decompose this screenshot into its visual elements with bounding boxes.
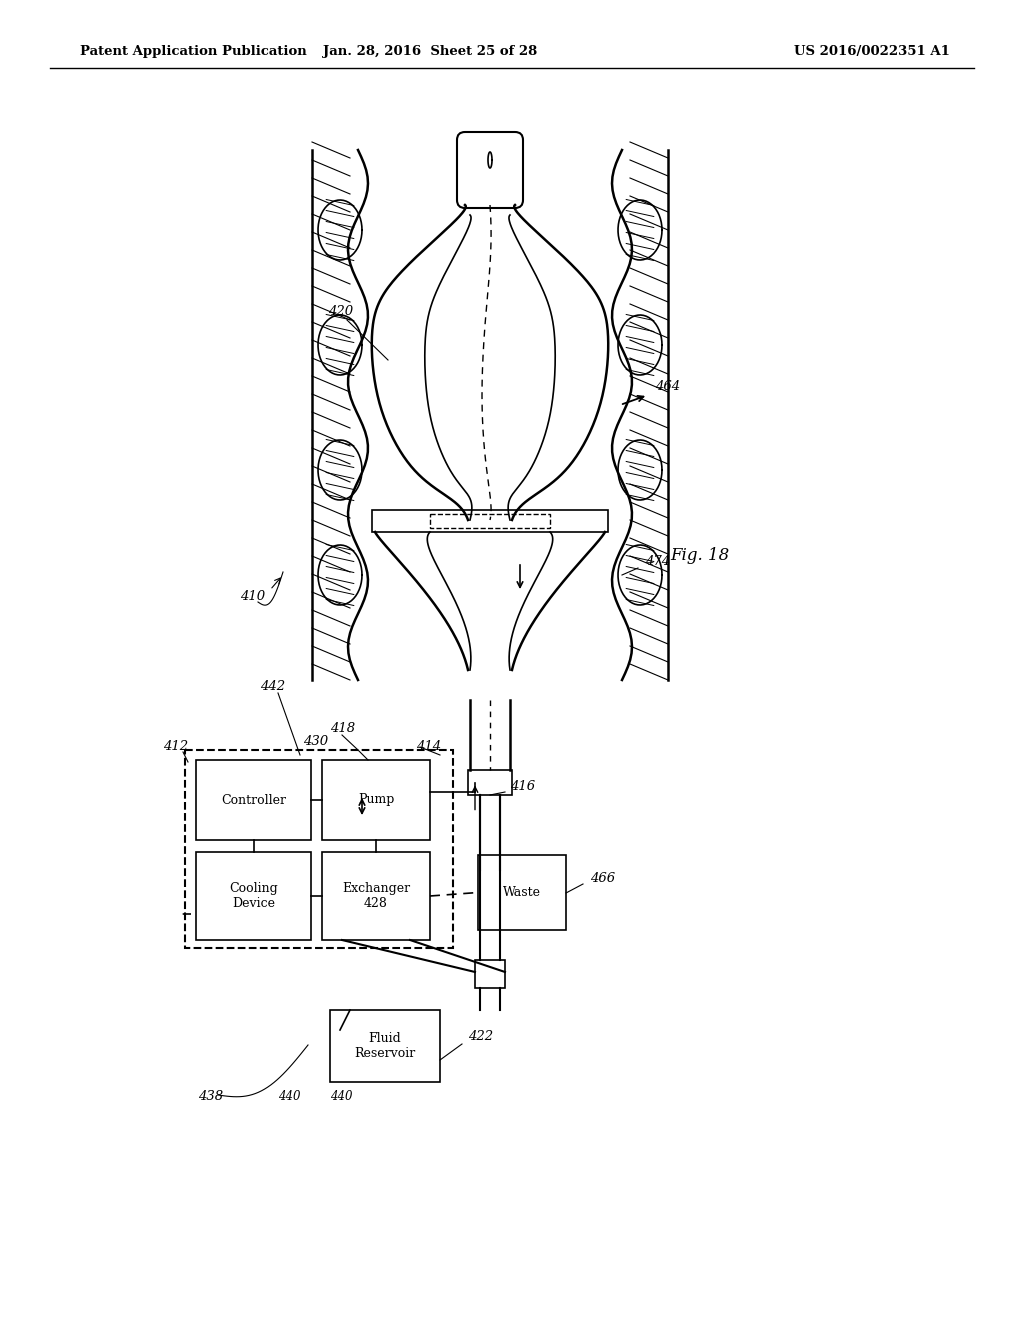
Bar bbox=[478, 855, 566, 931]
Text: 410: 410 bbox=[240, 590, 265, 603]
Text: Patent Application Publication: Patent Application Publication bbox=[80, 45, 307, 58]
Text: 442: 442 bbox=[260, 680, 285, 693]
Text: US 2016/0022351 A1: US 2016/0022351 A1 bbox=[795, 45, 950, 58]
Text: Fluid
Reservoir: Fluid Reservoir bbox=[354, 1032, 416, 1060]
Text: Fig. 18: Fig. 18 bbox=[671, 546, 730, 564]
Text: 438: 438 bbox=[198, 1090, 223, 1104]
Text: 416: 416 bbox=[510, 780, 536, 793]
Text: 474: 474 bbox=[645, 554, 670, 568]
Text: 418: 418 bbox=[330, 722, 355, 735]
Bar bbox=[468, 770, 512, 795]
Bar bbox=[330, 1010, 440, 1082]
Bar bbox=[322, 851, 430, 940]
Text: 440: 440 bbox=[278, 1090, 300, 1104]
Text: 414: 414 bbox=[416, 741, 441, 752]
FancyBboxPatch shape bbox=[457, 132, 523, 209]
Bar bbox=[196, 760, 311, 840]
Text: 466: 466 bbox=[590, 873, 615, 884]
Text: 422: 422 bbox=[468, 1030, 494, 1043]
FancyBboxPatch shape bbox=[430, 513, 550, 528]
Text: 440: 440 bbox=[330, 1090, 352, 1104]
Bar bbox=[322, 760, 430, 840]
Text: Waste: Waste bbox=[503, 886, 541, 899]
Text: Controller: Controller bbox=[221, 793, 286, 807]
Text: 430: 430 bbox=[303, 735, 328, 748]
Text: Exchanger
428: Exchanger 428 bbox=[342, 882, 410, 909]
Text: 412: 412 bbox=[163, 741, 188, 752]
Bar bbox=[196, 851, 311, 940]
Text: Jan. 28, 2016  Sheet 25 of 28: Jan. 28, 2016 Sheet 25 of 28 bbox=[323, 45, 538, 58]
Text: Cooling
Device: Cooling Device bbox=[229, 882, 278, 909]
Text: 464: 464 bbox=[655, 380, 680, 393]
Text: 420: 420 bbox=[328, 305, 353, 318]
Bar bbox=[372, 510, 608, 532]
Text: Pump: Pump bbox=[357, 793, 394, 807]
Bar bbox=[475, 960, 505, 987]
